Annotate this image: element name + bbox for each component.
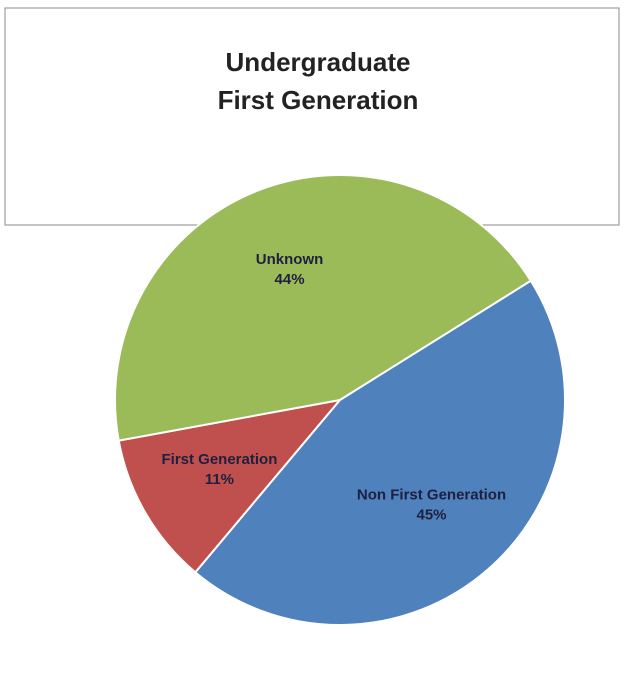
- chart-title: Undergraduate First Generation: [218, 47, 419, 115]
- slice-label: Non First Generation: [357, 486, 506, 503]
- pie-slice: [114, 174, 533, 442]
- pie-slice: [117, 398, 343, 574]
- value-label: 44%: [275, 271, 305, 288]
- slice-label: First Generation: [162, 451, 278, 468]
- value-label: 45%: [417, 506, 447, 523]
- slice-label: Unknown: [256, 251, 324, 268]
- value-label: 11%: [205, 471, 234, 488]
- pie-slice: [193, 279, 566, 626]
